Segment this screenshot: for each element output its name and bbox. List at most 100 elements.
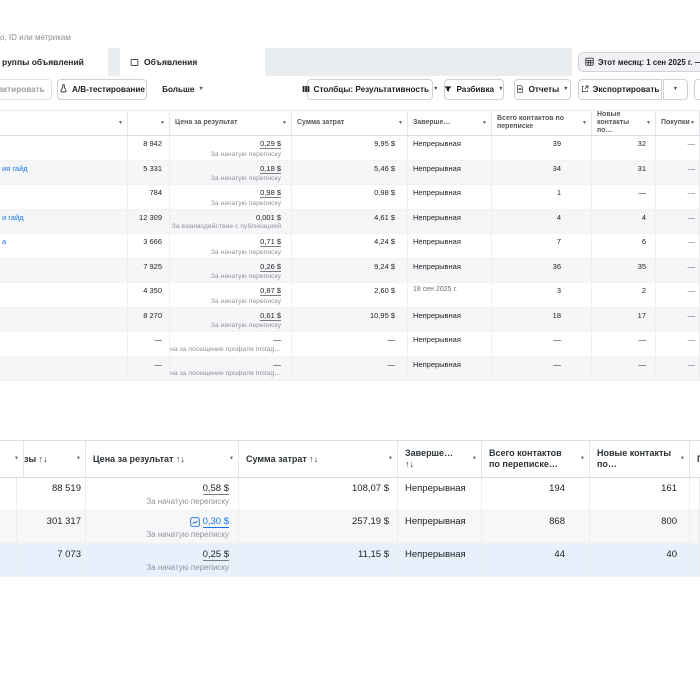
cost-per-result-value[interactable]: 0,61 $ — [260, 310, 281, 321]
adset-row[interactable]: 4 350 0,87 $ За начатую переписку 2,60 $… — [0, 283, 700, 308]
header-amount-spent: Сумма затрат ▼ — [292, 111, 408, 135]
cost-per-result-value[interactable]: 0,71 $ — [260, 237, 281, 247]
export-button[interactable]: Экспортировать — [578, 79, 662, 100]
column-filter-caret-icon[interactable]: ▼ — [76, 455, 81, 462]
column-filter-caret-icon[interactable]: ▼ — [690, 120, 695, 126]
column-filter-caret-icon[interactable]: ▼ — [472, 455, 477, 462]
purchases-cell: — — [656, 209, 700, 233]
adset-row[interactable]: 784 0,98 $ За начатую переписку 0,98 $ Н… — [0, 185, 700, 210]
purchases-cell: — — [656, 160, 700, 184]
more-button[interactable]: Больше ▼ — [160, 79, 206, 100]
column-filter-caret-icon[interactable]: ▼ — [580, 455, 585, 462]
result-type-subtext: За начатую переписку — [210, 175, 281, 182]
amount-spent-cell: 5,46 $ — [292, 160, 408, 184]
ad-row[interactable]: 7 073 0,25 $ За начатую переписку 11,15 … — [0, 544, 700, 577]
cost-per-result-value[interactable]: 0,58 $ — [202, 483, 229, 495]
column-filter-caret-icon[interactable]: ▼ — [388, 455, 393, 462]
adset-name-cell — [0, 185, 128, 209]
cost-per-result-cell: 0,001 $ За взаимодействие с публикацией — [170, 209, 292, 233]
column-filter-caret-icon[interactable]: ▼ — [282, 120, 287, 126]
cost-per-result-value[interactable]: 0,18 $ — [260, 163, 281, 174]
column-filter-caret-icon[interactable]: ▼ — [680, 455, 685, 462]
purchases-cell: — — [656, 307, 700, 331]
end-date-cell: Непрерывная — [398, 511, 482, 543]
column-filter-caret-icon[interactable]: ▼ — [229, 455, 234, 462]
column-filter-caret-icon[interactable]: ▼ — [14, 455, 19, 462]
ab-test-button[interactable]: A/B-тестирование — [57, 79, 147, 100]
new-contacts-cell: — — [592, 332, 656, 356]
results-cell: 4 350 — [128, 283, 170, 307]
new-contacts-cell: 35 — [592, 258, 656, 282]
column-filter-caret-icon[interactable]: ▼ — [118, 120, 123, 126]
column-filter-caret-icon[interactable]: ▼ — [482, 120, 487, 126]
ads-table-body: 88 519 0,58 $ За начатую переписку 108,0… — [0, 478, 700, 577]
column-filter-caret-icon[interactable]: ▼ — [398, 120, 403, 126]
cost-per-result-value[interactable]: 0,001 $ — [255, 212, 281, 222]
column-filter-caret-icon[interactable]: ▼ — [646, 120, 651, 126]
reports-label: Отчеты — [528, 85, 560, 94]
adset-name-cell: а — [0, 234, 128, 258]
cost-per-result-value[interactable]: 0,29 $ — [260, 139, 281, 149]
reports-button[interactable]: Отчеты ▼ — [514, 79, 571, 100]
cut-cell — [0, 511, 17, 543]
adset-name-link[interactable]: а — [2, 237, 7, 246]
tab-ad-sets[interactable]: руппы объявлений — [0, 48, 108, 76]
adset-row[interactable]: — — Цена за посещение профиля Instag… — … — [0, 356, 700, 381]
adset-row[interactable]: — — Цена за посещение профиля Instag… — … — [0, 332, 700, 357]
ad-row[interactable]: 301 317 0,30 $ За начатую переписку 257,… — [0, 511, 700, 544]
open-window-button[interactable] — [694, 79, 700, 100]
result-type-subtext: За начатую переписку — [210, 150, 281, 158]
adset-name-link[interactable]: и гайд — [2, 212, 24, 222]
results-cell: 8 270 — [128, 307, 170, 331]
end-date-cell: Непрерывная — [408, 258, 492, 282]
new-contacts-cell: 161 — [590, 478, 690, 510]
results-cell: 5 331 — [128, 160, 170, 184]
more-label: Больше — [162, 85, 195, 94]
end-date-cell: Непрерывная — [408, 332, 492, 356]
new-contacts-cell: 2 — [592, 283, 656, 307]
date-range-button[interactable]: Этот месяц: 1 сен 2025 г. — 22 с — [578, 52, 700, 72]
columns-button[interactable]: Столбцы: Результативность ▼ — [302, 79, 438, 100]
adset-row[interactable]: 8 270 0,61 $ За начатую переписку 10,95 … — [0, 307, 700, 332]
impressions-cell: 7 073 — [17, 544, 86, 576]
columns-label: Столбцы: Результативность — [313, 85, 430, 94]
results-cell: 8 942 — [128, 136, 170, 160]
edit-button[interactable]: дактировать — [0, 79, 52, 100]
messaging-contacts-cell: 194 — [482, 478, 590, 510]
header-new-contacts: Новые контакты по… ▼ — [590, 441, 690, 477]
tab-ads[interactable]: Объявления — [120, 48, 265, 76]
cost-per-result-value[interactable]: — — [273, 335, 282, 344]
cost-per-result-value[interactable]: 0,26 $ — [260, 261, 281, 272]
ad-row[interactable]: 88 519 0,58 $ За начатую переписку 108,0… — [0, 478, 700, 511]
adset-row[interactable]: и гайд 12 309 0,001 $ За взаимодействие … — [0, 209, 700, 234]
amount-spent-cell: 4,24 $ — [292, 234, 408, 258]
adset-row[interactable]: ия гайд 5 331 0,18 $ За начатую переписк… — [0, 160, 700, 185]
new-contacts-cell: — — [592, 185, 656, 209]
new-contacts-cell: 800 — [590, 511, 690, 543]
adset-name-link[interactable]: ия гайд — [2, 163, 28, 173]
messaging-contacts-cell: — — [492, 356, 592, 380]
cost-per-result-value[interactable]: — — [273, 359, 282, 369]
ab-test-label: A/B-тестирование — [72, 85, 145, 94]
messaging-contacts-cell: 7 — [492, 234, 592, 258]
results-cell: — — [128, 356, 170, 380]
cost-per-result-value[interactable]: 0,98 $ — [260, 188, 281, 198]
messaging-contacts-cell: 44 — [482, 544, 590, 576]
export-options-button[interactable]: ▼ — [663, 79, 688, 100]
cost-per-result-value[interactable]: 0,30 $ — [202, 516, 229, 528]
cost-per-result-value[interactable]: 0,87 $ — [260, 286, 281, 296]
adset-row[interactable]: а 3 666 0,71 $ За начатую переписку 4,24… — [0, 234, 700, 259]
breakdown-button[interactable]: Разбивка ▼ — [444, 79, 504, 100]
messaging-contacts-cell: — — [492, 332, 592, 356]
adset-row[interactable]: 8 942 0,29 $ За начатую переписку 9,95 $… — [0, 136, 700, 161]
header-purchases: П — [690, 441, 700, 477]
adset-name-cell — [0, 356, 128, 380]
column-filter-caret-icon[interactable]: ▼ — [582, 120, 587, 126]
column-filter-caret-icon[interactable]: ▼ — [160, 120, 165, 126]
end-date-cell: Непрерывная — [408, 160, 492, 184]
end-date-cell: Непрерывная — [408, 356, 492, 380]
cost-per-result-value[interactable]: 0,25 $ — [202, 549, 229, 561]
adset-row[interactable]: 7 925 0,26 $ За начатую переписку 9,24 $… — [0, 258, 700, 283]
messaging-contacts-cell: 4 — [492, 209, 592, 233]
